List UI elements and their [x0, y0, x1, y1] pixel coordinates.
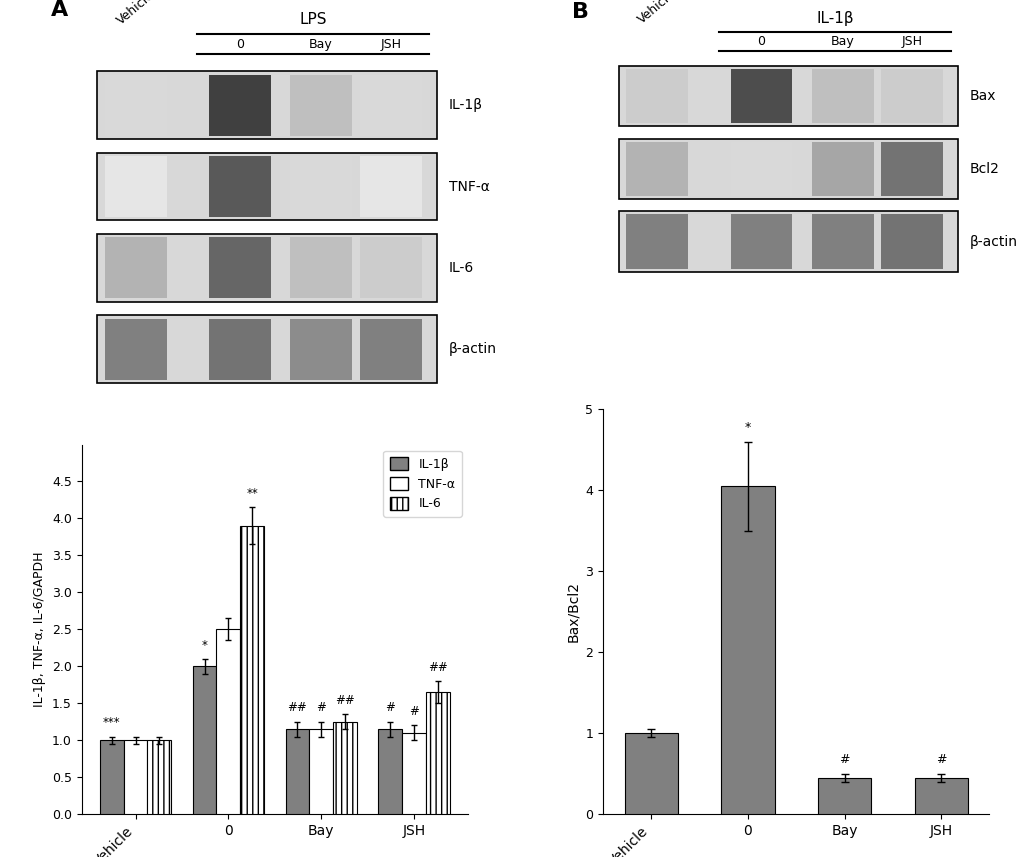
Bar [730, 141, 792, 196]
Bar [97, 71, 436, 139]
Bar [811, 141, 872, 196]
Bar [105, 156, 166, 217]
Text: ##: ## [427, 661, 447, 674]
Text: LPS: LPS [300, 12, 327, 27]
Text: **: ** [246, 487, 258, 500]
Bar [290, 156, 352, 217]
Bar [240, 526, 264, 814]
Bar [332, 722, 357, 814]
Bar [285, 729, 309, 814]
Text: IL-6: IL-6 [448, 261, 474, 275]
Text: JSH: JSH [380, 38, 400, 51]
Bar [148, 740, 171, 814]
Bar [290, 319, 352, 380]
Bar [209, 156, 271, 217]
Bar [730, 214, 792, 269]
Legend: IL-1β, TNF-α, IL-6: IL-1β, TNF-α, IL-6 [383, 451, 462, 517]
Text: #: # [316, 701, 326, 715]
Text: 0: 0 [235, 38, 244, 51]
Bar [811, 69, 872, 123]
Text: β-actin: β-actin [448, 342, 496, 357]
Bar [880, 141, 943, 196]
Bar [425, 692, 449, 814]
Bar [811, 214, 872, 269]
Bar [360, 237, 421, 298]
Bar [290, 75, 352, 135]
Text: *: * [744, 421, 750, 434]
Text: #: # [385, 701, 394, 715]
Text: JSH: JSH [901, 34, 922, 47]
Text: #: # [935, 752, 946, 765]
Y-axis label: IL-1β, TNF-α, IL-6/GAPDH: IL-1β, TNF-α, IL-6/GAPDH [34, 552, 46, 707]
Bar [105, 237, 166, 298]
Bar [105, 319, 166, 380]
Text: B: B [572, 2, 589, 22]
Text: Vehicle: Vehicle [635, 0, 678, 27]
Text: IL-1β: IL-1β [815, 11, 853, 27]
Text: IL-1β: IL-1β [448, 99, 482, 112]
Text: A: A [51, 0, 68, 21]
Bar [309, 729, 332, 814]
Bar [401, 733, 425, 814]
Text: TNF-α: TNF-α [448, 180, 489, 194]
Bar [123, 740, 148, 814]
Bar [360, 156, 421, 217]
Text: Bcl2: Bcl2 [969, 162, 999, 176]
Bar [97, 234, 436, 302]
Bar [618, 139, 958, 200]
Bar [97, 153, 436, 220]
Text: Vehicle: Vehicle [114, 0, 157, 27]
Text: ***: *** [103, 716, 120, 729]
Bar [730, 69, 792, 123]
Text: Bay: Bay [829, 34, 854, 47]
Bar [216, 629, 240, 814]
Bar [817, 777, 870, 814]
Text: β-actin: β-actin [969, 235, 1017, 249]
Text: #: # [839, 752, 849, 765]
Bar [378, 729, 401, 814]
Bar [914, 777, 967, 814]
Text: 0: 0 [757, 34, 764, 47]
Bar [193, 666, 216, 814]
Bar [618, 212, 958, 273]
Text: ##: ## [287, 701, 307, 715]
Text: ##: ## [334, 694, 355, 707]
Bar [360, 319, 421, 380]
Bar [626, 69, 688, 123]
Bar [105, 75, 166, 135]
Bar [626, 214, 688, 269]
Bar [360, 75, 421, 135]
Text: *: * [202, 638, 207, 651]
Bar [209, 237, 271, 298]
Bar [209, 319, 271, 380]
Y-axis label: Bax/Bcl2: Bax/Bcl2 [566, 581, 579, 642]
Text: #: # [409, 705, 419, 718]
Bar [880, 69, 943, 123]
Bar [209, 75, 271, 135]
Bar [290, 237, 352, 298]
Text: Bay: Bay [309, 38, 332, 51]
Text: Bax: Bax [969, 89, 996, 103]
Bar [618, 66, 958, 127]
Bar [880, 214, 943, 269]
Bar [97, 315, 436, 383]
Bar [625, 734, 678, 814]
Bar [100, 740, 123, 814]
Bar [626, 141, 688, 196]
Bar [720, 486, 773, 814]
